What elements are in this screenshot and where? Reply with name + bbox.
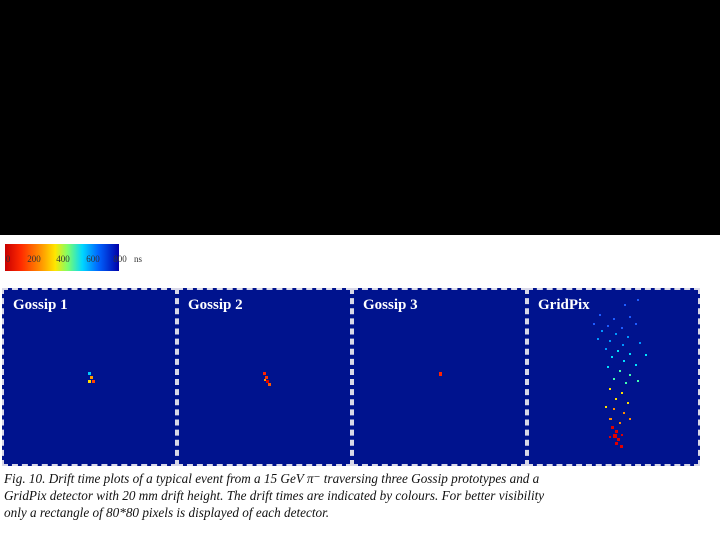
panel-title: GridPix xyxy=(538,297,590,313)
colorbar-tick-200: 200 xyxy=(27,254,41,264)
caption-line-2: GridPix detector with 20 mm drift height… xyxy=(4,488,545,503)
detector-panels: Gossip 1 Gossip 2 Gossip 3 GridPix xyxy=(2,288,700,466)
panel-title: Gossip 1 xyxy=(13,297,68,313)
colorbar-tick-800: 800 xyxy=(113,254,127,264)
caption-line-3: only a rectangle of 80*80 pixels is disp… xyxy=(4,505,330,520)
figure-caption: Fig. 10. Drift time plots of a typical e… xyxy=(4,470,704,521)
gossip-2-hits xyxy=(263,372,271,386)
gossip-3-hits xyxy=(439,372,442,376)
colorbar-tick-0: 0 xyxy=(5,254,11,264)
colorbar-unit: ns xyxy=(134,254,143,264)
panel-gossip-1: Gossip 1 xyxy=(2,288,177,466)
gridpix-hits xyxy=(593,299,647,448)
panel-gossip-3: Gossip 3 xyxy=(352,288,527,466)
colorbar-tick-400: 400 xyxy=(56,254,70,264)
panel-gossip-2: Gossip 2 xyxy=(177,288,352,466)
drift-time-colorbar xyxy=(5,244,119,271)
black-banner xyxy=(0,0,720,235)
panel-gridpix: GridPix xyxy=(527,288,700,466)
panel-title: Gossip 2 xyxy=(188,297,243,313)
panel-title: Gossip 3 xyxy=(363,297,418,313)
caption-line-1: Fig. 10. Drift time plots of a typical e… xyxy=(4,471,540,486)
colorbar-tick-600: 600 xyxy=(86,254,100,264)
gossip-1-hits xyxy=(88,372,95,383)
